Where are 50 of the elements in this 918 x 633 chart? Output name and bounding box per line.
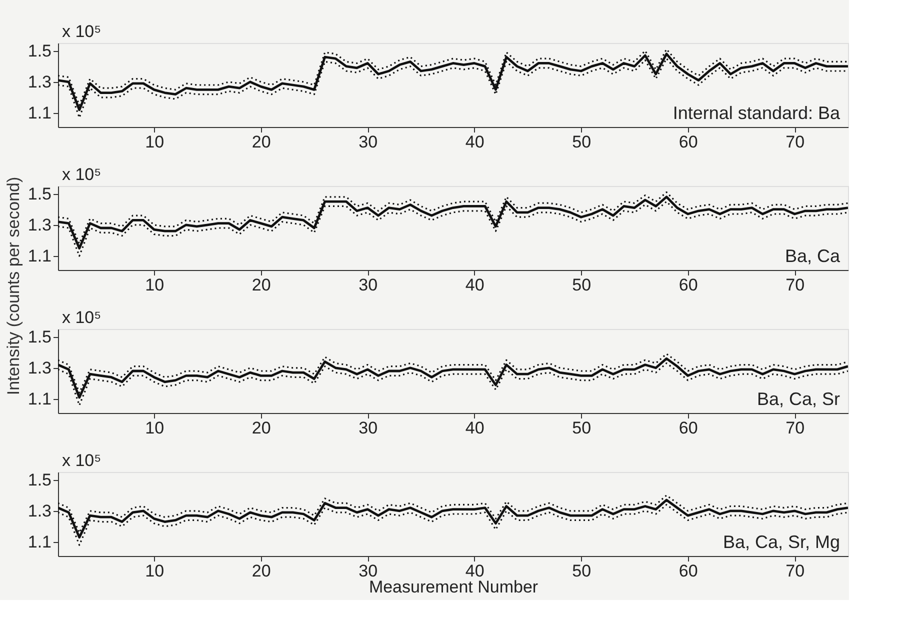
x-tick-label: 30: [358, 132, 378, 152]
x-tick-label: 70: [786, 562, 805, 580]
y-axis-title: Intensity (counts per second): [4, 176, 23, 396]
annotation: Internal standard: Ba: [672, 103, 841, 123]
x-tick-label: 50: [572, 276, 592, 294]
x-tick-label: 40: [465, 276, 484, 294]
x-tick-label: 10: [145, 562, 164, 580]
x-tick-label: 20: [252, 132, 271, 152]
y-tick-label: 1.5: [28, 327, 52, 346]
x-tick-label: 30: [358, 276, 378, 294]
x-tick-label: 40: [465, 418, 484, 438]
y-tick-label: 1.3: [28, 215, 52, 234]
x-tick-label: 20: [252, 562, 271, 580]
x-tick-label: 60: [678, 132, 698, 152]
x-tick-label: 50: [572, 132, 592, 152]
annotation: Ba, Ca, Sr: [756, 389, 840, 409]
y-tick-label: 1.5: [28, 41, 52, 60]
x-tick-label: 10: [145, 418, 164, 438]
x-tick-label: 10: [145, 276, 164, 294]
x-tick-label: 30: [358, 562, 378, 580]
x-tick-label: 50: [572, 418, 592, 438]
y-tick-label: 1.1: [28, 246, 52, 266]
x-tick-label: 20: [252, 418, 271, 438]
x-tick-label: 70: [786, 132, 805, 152]
x-axis-title: Measurement Number: [368, 578, 538, 596]
x-tick-label: 60: [678, 418, 698, 438]
x-tick-label: 30: [358, 418, 378, 438]
y-tick-label: 1.1: [28, 104, 52, 122]
y-tick-label: 1.5: [28, 184, 52, 204]
text: x 10⁵: [62, 308, 102, 327]
x-tick-label: 50: [572, 562, 592, 580]
text: x 10⁵: [62, 22, 102, 41]
x-tick-label: 40: [465, 562, 484, 580]
y-tick-label: 1.1: [28, 390, 52, 408]
text: x 10⁵: [62, 165, 102, 184]
x-tick-label: 20: [252, 276, 271, 294]
x-tick-label: 60: [678, 276, 698, 294]
x-tick-label: 10: [145, 132, 164, 152]
y-tick-label: 1.5: [28, 470, 52, 490]
x-tick-label: 60: [678, 562, 698, 580]
text: x 10⁵: [62, 451, 102, 470]
y-tick-label: 1.3: [28, 501, 52, 520]
annotation: Ba, Ca, Sr, Mg: [722, 532, 840, 552]
x-tick-label: 40: [465, 132, 484, 152]
y-tick-label: 1.1: [28, 532, 52, 552]
y-tick-label: 1.3: [28, 72, 52, 92]
x-tick-label: 70: [786, 418, 805, 438]
y-tick-label: 1.3: [28, 358, 52, 378]
x-tick-label: 70: [786, 276, 805, 294]
annotation: Ba, Ca: [784, 246, 841, 266]
